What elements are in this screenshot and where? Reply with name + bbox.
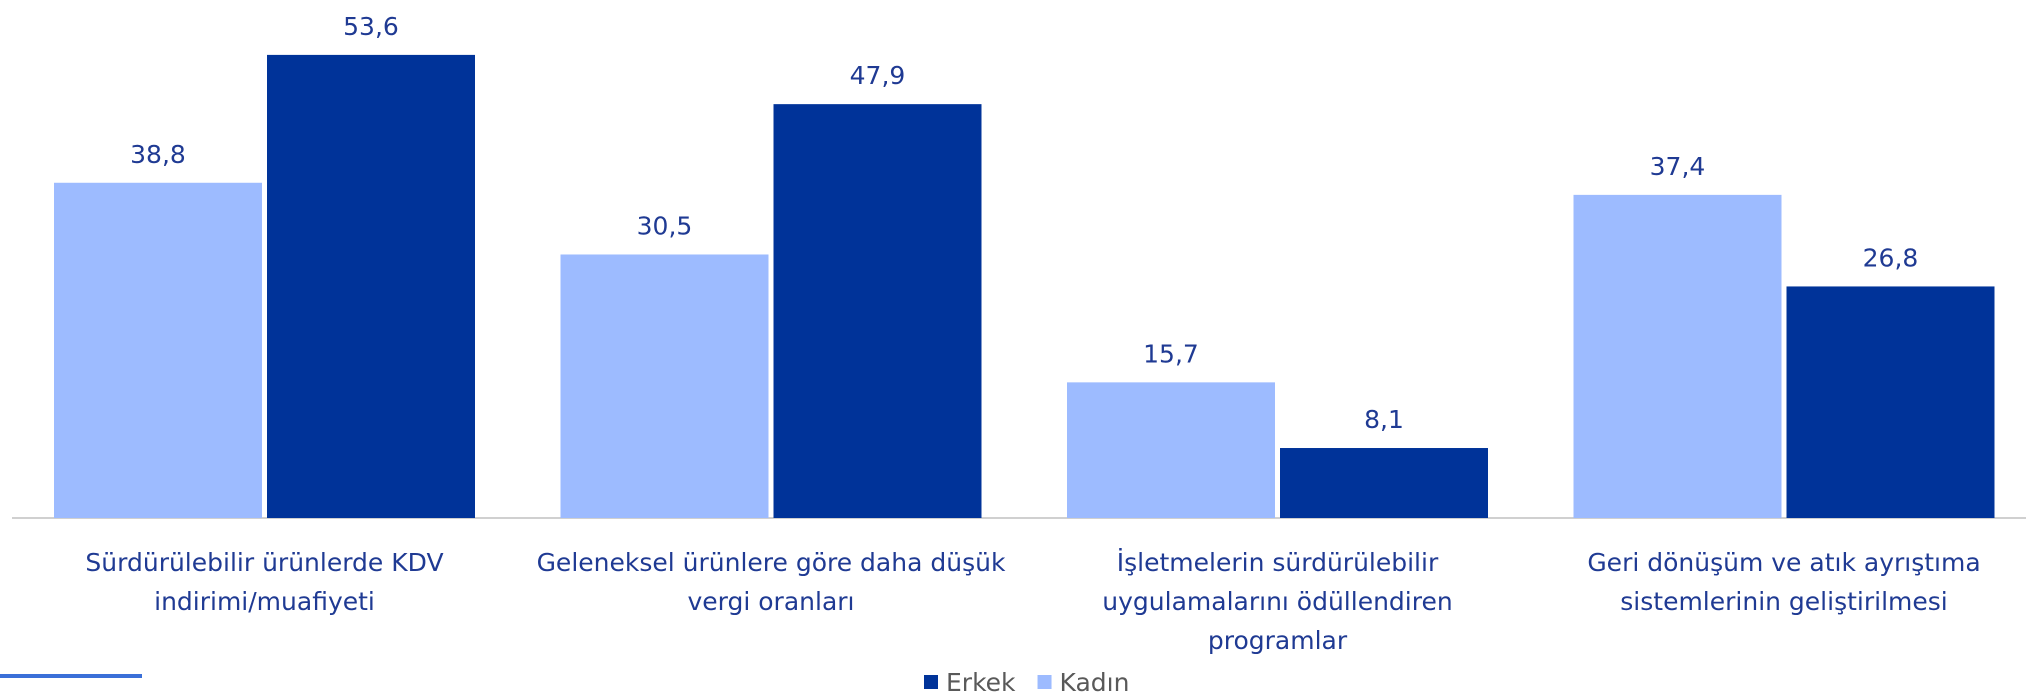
legend-label: Kadın	[1060, 668, 1130, 694]
value-label: 30,5	[637, 211, 693, 240]
value-label: 47,9	[850, 61, 906, 90]
value-label: 8,1	[1364, 405, 1404, 434]
bar	[560, 254, 769, 519]
x-tick-label: Geri dönüşüm ve atık ayrıştıma sistemler…	[1587, 548, 1981, 616]
bar	[1786, 286, 1995, 518]
bar	[267, 54, 475, 519]
value-label: 37,4	[1650, 152, 1706, 181]
bar	[1280, 448, 1488, 518]
bar	[773, 104, 982, 519]
legend-label: Erkek	[946, 668, 1016, 694]
x-tick-label: İşletmelerin sürdürülebilir uygulamaları…	[1102, 548, 1453, 655]
legend-swatch	[1037, 675, 1052, 689]
bar	[54, 182, 262, 518]
x-tick-label: Sürdürülebilir ürünlerde KDV indirimi/mu…	[85, 548, 444, 616]
bar	[1067, 382, 1275, 518]
value-label: 26,8	[1863, 243, 1919, 272]
x-tick-label: Geleneksel ürünlere göre daha düşük verg…	[536, 548, 1006, 616]
bar	[1573, 194, 1782, 518]
value-label: 15,7	[1143, 339, 1199, 368]
value-label: 38,8	[130, 140, 186, 169]
value-label: 53,6	[343, 12, 399, 41]
legend-swatch	[924, 675, 938, 689]
